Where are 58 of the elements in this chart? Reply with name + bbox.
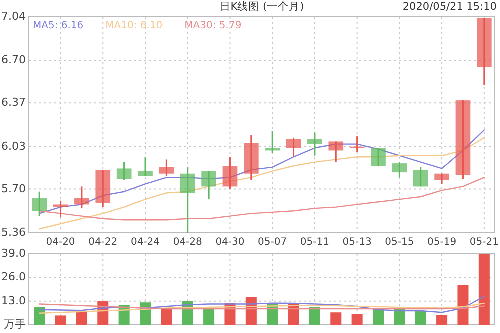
legend: MA5: 6.16 MA10: 6.10 MA30: 5.79 (33, 20, 242, 32)
chart-title: 日K线图 (一个月) (220, 0, 304, 13)
bar (372, 308, 384, 325)
candlestick (180, 166, 196, 234)
bar (204, 308, 215, 325)
x-tick-label: 05-11 (300, 237, 330, 248)
bar (330, 312, 342, 325)
y-tick-label: 5.70 (2, 182, 26, 196)
line-series (38, 130, 486, 214)
candlestick (74, 186, 90, 210)
y-tick-label: 7.04 (2, 10, 26, 24)
candlestick (328, 140, 344, 164)
x-tick-label: 05-21 (470, 237, 499, 248)
candlestick (392, 162, 408, 178)
candlestick (222, 156, 238, 190)
y-tick-label: 5.36 (2, 226, 26, 240)
line-series (38, 302, 486, 314)
x-tick-label: 04-30 (216, 237, 245, 248)
bar (34, 306, 46, 325)
y-tick-label: 26.0 (2, 270, 26, 284)
candlestick (265, 130, 280, 154)
candlestick (116, 162, 132, 182)
x-tick-label: 04-20 (46, 237, 76, 248)
x-tick-label: 04-24 (130, 237, 160, 248)
x-tick-label: 05-07 (258, 237, 288, 248)
line-series (38, 296, 486, 314)
candlestick (159, 158, 174, 178)
bar (76, 312, 88, 325)
x-tick-label: 05-19 (428, 237, 457, 248)
y-tick-label: 6.03 (2, 140, 26, 153)
candlestick (413, 166, 428, 188)
candlestick (32, 191, 48, 218)
candlestick (286, 137, 302, 158)
candlestick (53, 200, 68, 218)
x-tick-label: 04-28 (173, 237, 202, 248)
candlestick (308, 132, 322, 157)
y-tick-label: 13.0 (2, 294, 26, 308)
bar (436, 315, 448, 325)
candlestick (371, 147, 386, 167)
bar (55, 316, 66, 325)
y-tick-label: 6.70 (2, 54, 26, 67)
bar (415, 312, 426, 325)
y-tick-label: 39.0 (2, 247, 26, 260)
text: 2020/05/21 15:10 (402, 1, 497, 13)
bar (161, 308, 172, 325)
candlestick (138, 156, 153, 178)
bar (309, 308, 320, 325)
y-tick-label: 6.37 (2, 96, 26, 110)
x-tick-label: 05-15 (385, 237, 414, 248)
bar (458, 285, 469, 325)
x-tick-label: 05-13 (342, 237, 372, 248)
y-tick-label: 万手 (4, 318, 26, 332)
x-tick-label: 04-22 (88, 237, 118, 248)
candlestick (202, 170, 216, 200)
bar (478, 254, 490, 325)
bar (140, 302, 152, 325)
bar (352, 314, 363, 325)
line-series (38, 137, 486, 230)
